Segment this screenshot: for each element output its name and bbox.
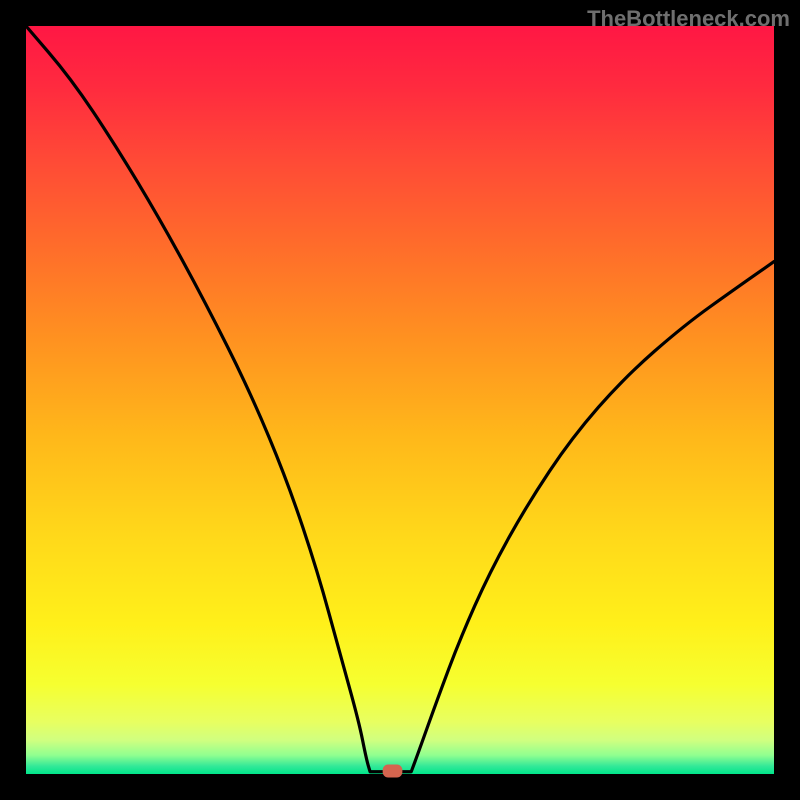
chart-container: TheBottleneck.com [0,0,800,800]
vertex-marker [383,765,402,777]
watermark-text: TheBottleneck.com [587,6,790,32]
bottleneck-chart [0,0,800,800]
plot-background [26,26,774,774]
